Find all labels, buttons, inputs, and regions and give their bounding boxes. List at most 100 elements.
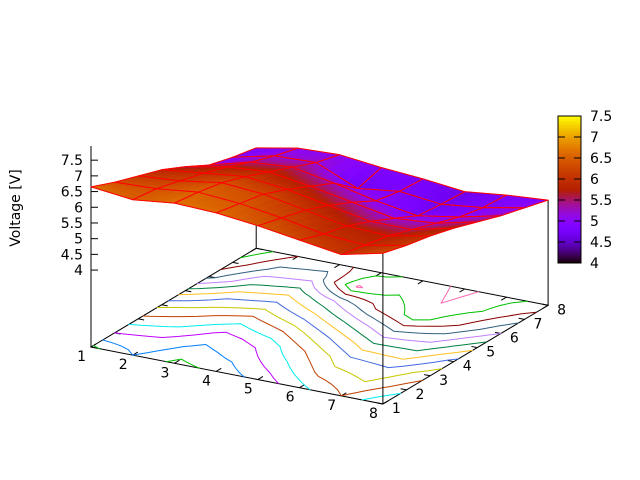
colorbar-tick-label: 5.5	[590, 193, 612, 209]
colorbar-tick-label: 7.5	[590, 109, 612, 125]
surface-quad	[90, 181, 158, 201]
colorbar-gradient-strip	[558, 246, 581, 250]
x-tick-label: 4	[202, 373, 211, 389]
colorbar-gradient-strip	[558, 141, 581, 145]
colorbar-gradient-strip	[558, 228, 581, 232]
x-tick	[382, 400, 389, 405]
colorbar-gradient-strip	[558, 116, 581, 119]
surface-quad	[328, 201, 395, 222]
colorbar-gradient-strip	[558, 178, 581, 181]
y-tick	[471, 345, 478, 349]
x-tick	[174, 359, 180, 364]
colorbar-gradient-strip	[558, 214, 581, 218]
x-tick	[257, 376, 264, 380]
colorbar-gradient-strip	[558, 217, 581, 220]
y-tick-label: 4	[463, 359, 472, 375]
colorbar-gradient-strip	[558, 249, 581, 253]
colorbar-gradient-strip	[558, 155, 581, 158]
z-tick-label: 7	[74, 169, 83, 185]
colorbar-tick-label: 4	[590, 256, 599, 272]
colorbar-gradient-strip	[558, 219, 581, 223]
colorbar-gradient-strip	[558, 171, 581, 174]
z-tick-label: 6.5	[61, 185, 83, 201]
z-tick-label: 5	[74, 232, 83, 248]
contour-line-level-4.85	[240, 251, 528, 321]
surface-quad	[262, 188, 330, 211]
colorbar-tick-label: 6	[590, 172, 599, 188]
colorbar-gradient-strip	[558, 180, 581, 184]
surface-quad	[340, 244, 407, 256]
colorbar-gradient-strip	[558, 118, 581, 122]
colorbar-gradient-strip	[558, 164, 581, 168]
colorbar-gradient-strip	[558, 157, 581, 161]
colorbar-gradient-strip	[558, 233, 581, 236]
z-tick-label: 5.5	[61, 216, 83, 232]
colorbar-gradient-strip	[558, 132, 581, 135]
colorbar-gradient-strip	[558, 253, 581, 257]
y-tick-label: 2	[416, 387, 425, 403]
x-tick-mirror	[375, 272, 382, 277]
x-tick-label: 7	[327, 398, 336, 414]
z-tick-label: 6	[74, 200, 83, 216]
colorbar-tick-label: 4.5	[590, 235, 612, 251]
colorbar-gradient-strip	[558, 161, 581, 165]
colorbar-gradient-strip	[558, 136, 581, 140]
y-tick-mirror	[161, 304, 168, 307]
surface-quad	[322, 225, 390, 246]
colorbar-gradient-strip	[558, 223, 581, 227]
contour-line-level-5	[220, 255, 537, 327]
colorbar-gradient-strip	[558, 210, 581, 213]
colorbar: 7.5 7 6.5 6 5.5 5 4.5 4	[557, 109, 612, 272]
colorbar-gradient-strip	[558, 148, 581, 151]
surface-quad	[161, 166, 228, 174]
y-tick-label: 5	[486, 345, 495, 361]
pm3d-surface	[90, 147, 549, 256]
contour-line-level-6.05	[142, 315, 423, 397]
y-tick-label: 1	[392, 401, 401, 417]
y-tick-label: 8	[557, 302, 566, 318]
colorbar-border	[557, 115, 582, 264]
surface-quad	[310, 182, 377, 203]
surface-quad	[482, 194, 549, 209]
x-tick-label: 8	[369, 406, 378, 422]
colorbar-gradient-strip	[558, 244, 581, 248]
colorbar-tick-label: 5	[590, 214, 599, 230]
surface-quad	[114, 175, 181, 190]
x-tick-label: 1	[77, 349, 86, 365]
y-tick	[542, 303, 549, 306]
y-tick-mirror	[185, 290, 192, 293]
surface-quad	[267, 166, 335, 187]
colorbar-gradient-strip	[558, 258, 581, 262]
colorbar-gradient-strip	[558, 221, 581, 225]
colorbar-gradient-strip	[558, 150, 581, 154]
colorbar-gradient-strip	[558, 166, 581, 170]
contour-line-level-5.3	[196, 275, 502, 343]
y-tick-label: 3	[439, 373, 448, 389]
z-tick-label: 4.5	[61, 247, 83, 263]
y-tick-mirror	[256, 247, 263, 250]
colorbar-gradient-strip	[558, 122, 581, 126]
surface-quad	[215, 202, 283, 227]
colorbar-gradient-strip	[558, 138, 581, 142]
colorbar-gradient-strip	[558, 194, 581, 197]
colorbar-gradient-strip	[558, 127, 581, 131]
colorbar-gradient-strip	[558, 187, 581, 190]
colorbar-gradient-strip	[558, 129, 581, 133]
colorbar-gradient-strip	[558, 152, 581, 156]
colorbar-gradient-strip	[558, 256, 581, 259]
colorbar-gradient-strip	[558, 175, 581, 179]
colorbar-gradient-strip	[558, 235, 581, 239]
x-tick-label: 2	[119, 357, 128, 373]
y-tick	[376, 402, 383, 405]
colorbar-gradient-strip	[558, 125, 581, 128]
surface-mesh-lines	[90, 181, 157, 201]
x-tick-label: 5	[244, 382, 253, 398]
colorbar-gradient-strip	[558, 212, 581, 216]
colorbar-gradient-strip	[558, 237, 581, 241]
colorbar-gradient-strip	[558, 182, 581, 186]
colorbar-gradient-strip	[558, 198, 581, 202]
contour-line-level-6.62	[92, 345, 200, 369]
colorbar-gradient-strip	[558, 189, 581, 193]
